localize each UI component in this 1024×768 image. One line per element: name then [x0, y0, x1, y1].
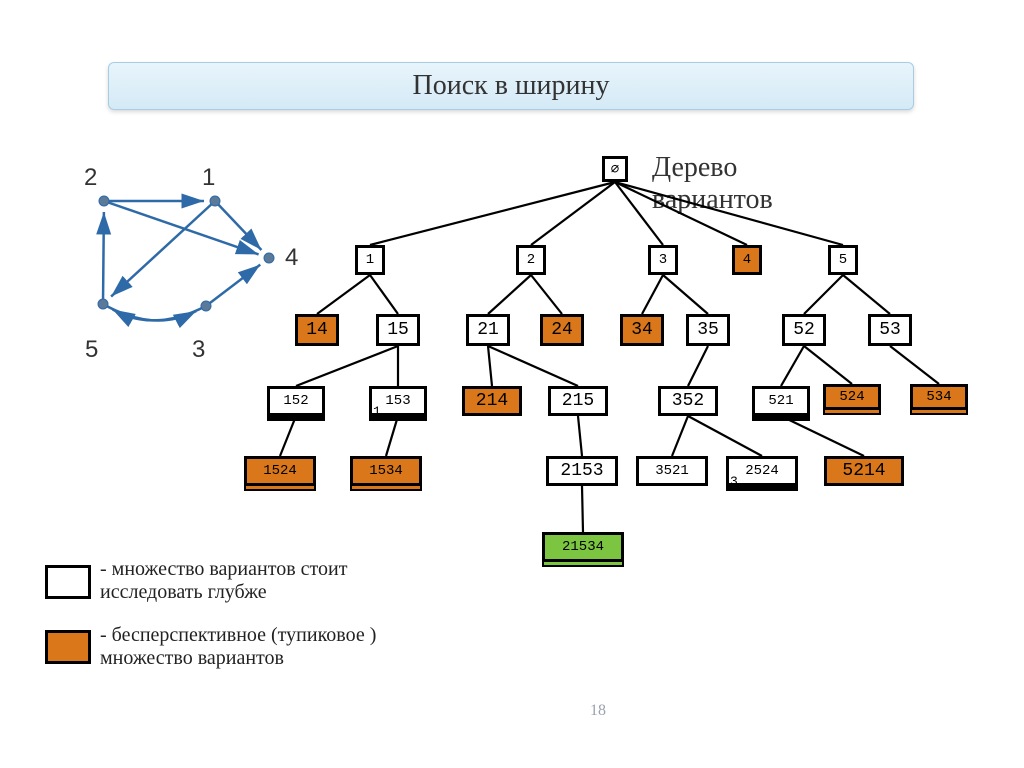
tree-node: 52: [782, 314, 826, 346]
tree-node: 5: [828, 245, 858, 275]
tree-node: 3521: [636, 456, 708, 486]
tree-edge: [317, 275, 370, 314]
tree-edge: [672, 416, 688, 456]
tree-edge: [488, 346, 578, 386]
tree-node: 2: [516, 245, 546, 275]
tree-node: 3: [648, 245, 678, 275]
tree-node: 1534: [350, 456, 422, 486]
tree-node-prefix: 3: [730, 474, 738, 489]
tree-edge: [843, 275, 890, 314]
tree-edge: [688, 416, 762, 456]
tree-node: 215: [548, 386, 608, 416]
tree-edge: [663, 275, 708, 314]
legend-box-white: [45, 565, 91, 599]
tree-node: 2153: [546, 456, 618, 486]
tree-node: 53: [868, 314, 912, 346]
tree-node: 521: [752, 386, 810, 416]
tree-edge: [280, 416, 296, 456]
tree-edge: [642, 275, 663, 314]
tree-edge: [781, 346, 804, 386]
tree-edge: [688, 346, 708, 386]
tree-node: 21534: [542, 532, 624, 562]
tree-edge: [582, 486, 583, 532]
tree-edge: [386, 416, 398, 456]
tree-edge: [890, 346, 939, 384]
tree-edge: [781, 416, 864, 456]
tree-node: 24: [540, 314, 584, 346]
tree-node: 4: [732, 245, 762, 275]
page-number: 18: [590, 702, 606, 720]
tree-node: 524: [823, 384, 881, 410]
tree-node-prefix: 1: [373, 404, 381, 419]
tree-node: 15: [376, 314, 420, 346]
tree-edge: [578, 416, 582, 456]
tree-node: 14: [295, 314, 339, 346]
tree-edge: [531, 275, 562, 314]
tree-edge: [804, 346, 852, 384]
legend-box-dead: [45, 630, 91, 664]
tree-edge: [296, 346, 398, 386]
tree-node: 1: [355, 245, 385, 275]
tree-node: 35: [686, 314, 730, 346]
tree-edge: [531, 182, 615, 245]
tree-node: 1524: [244, 456, 316, 486]
tree-node: 214: [462, 386, 522, 416]
tree-node: 534: [910, 384, 968, 410]
tree-edge: [370, 182, 615, 245]
tree-edge: [615, 182, 663, 245]
tree-node: 34: [620, 314, 664, 346]
tree-node: 21: [466, 314, 510, 346]
tree-node: ∅: [602, 156, 628, 182]
tree-edge: [370, 275, 398, 314]
tree-node: 152: [267, 386, 325, 416]
legend-text-white: - множество вариантов стоит исследовать …: [100, 558, 380, 604]
tree-node: 5214: [824, 456, 904, 486]
tree-node: 352: [658, 386, 718, 416]
tree-edge: [804, 275, 843, 314]
legend-text-dead: - бесперспективное (тупиковое ) множеств…: [100, 624, 400, 670]
tree-edge: [488, 275, 531, 314]
tree-edge: [488, 346, 492, 386]
